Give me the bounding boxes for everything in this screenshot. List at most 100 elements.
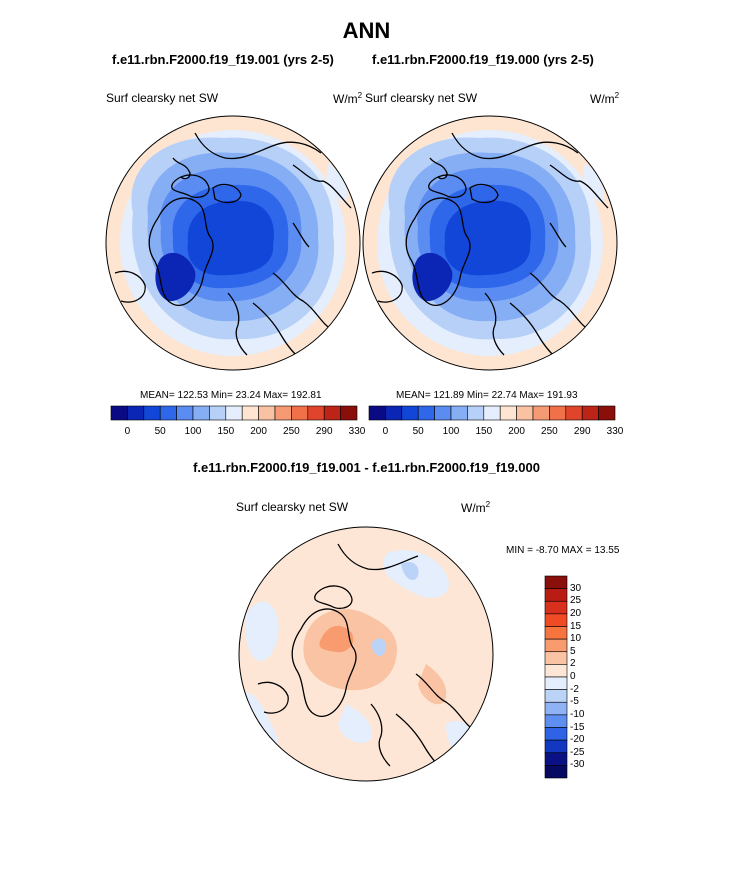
panel-2-colorbar-box	[483, 405, 501, 421]
panel-2-colorbar-box	[417, 405, 435, 421]
diff-colorbar-box	[544, 739, 568, 754]
panel-1-colorbar-tick-label: 330	[348, 426, 366, 437]
diff-coastlines	[257, 543, 477, 773]
panel-2-variable-label: Surf clearsky net SW	[365, 91, 478, 105]
panel-2-colorbar-box	[450, 405, 468, 421]
panel-2-colorbar	[368, 405, 616, 421]
diff-colorbar-tick-label: 30	[570, 582, 582, 594]
panel-2-units-text: W/m	[590, 92, 615, 106]
diff-colorbar-box	[544, 600, 568, 615]
panel-1-contour-field	[106, 116, 360, 370]
diff-colorbar-box	[544, 575, 568, 589]
diff-colorbar-box	[544, 626, 568, 640]
panel-1-units-exponent: 2	[357, 91, 363, 100]
panel-2-map-border	[362, 115, 618, 371]
panel-2-colorbar-box	[467, 405, 485, 421]
panel-2-stats: MEAN= 121.89 Min= 22.74 Max= 191.93	[396, 390, 578, 401]
panel-1-colorbar-box	[258, 405, 276, 421]
diff-colorbar	[544, 575, 568, 779]
panel-1-colorbar-box	[176, 405, 194, 421]
panel-1-colorbar-box	[307, 405, 325, 421]
panel-1-colorbar-box	[127, 405, 145, 421]
diff-colorbar-tick-label: 15	[570, 620, 582, 632]
diff-colorbar-tick-label: -2	[570, 683, 579, 695]
panel-2-contour-field	[363, 116, 617, 370]
panel-2-units: W/m2	[590, 91, 619, 106]
panel-2-map	[363, 116, 617, 370]
panel-1-case-title: f.e11.rbn.F2000.f19_f19.001 (yrs 2-5)	[112, 52, 334, 67]
panel-1-units: W/m2	[333, 91, 362, 106]
panel-2-colorbar-box	[368, 405, 386, 421]
diff-units-exponent: 2	[485, 500, 491, 509]
diff-colorbar-tick-label: -5	[570, 696, 579, 708]
diff-colorbar-tick-label: -25	[570, 746, 585, 758]
panel-2-colorbar-box	[499, 405, 517, 421]
panel-1-map-border	[105, 115, 361, 371]
panel-1-colorbar-box	[241, 405, 259, 421]
panel-1-colorbar	[110, 405, 358, 421]
diff-colorbar-box	[544, 752, 568, 766]
panel-1-colorbar-box	[192, 405, 210, 421]
panel-2-colorbar-tick-label: 50	[412, 426, 424, 437]
diff-colorbar-box	[544, 714, 568, 728]
panel-1-colorbar-tick-label: 250	[283, 426, 300, 437]
diff-colorbar-tick-label: 10	[570, 633, 582, 645]
diff-colorbar-tick-label: 20	[570, 607, 582, 619]
panel-1-colorbar-tick-label: 50	[154, 426, 166, 437]
diff-colorbar-box	[544, 588, 568, 602]
panel-1-colorbar-box	[159, 405, 177, 421]
panel-1-units-text: W/m	[333, 92, 358, 106]
panel-1-colorbar-tick-label: 100	[184, 426, 202, 437]
diff-map	[239, 527, 493, 781]
diff-colorbar-tick-label: 0	[570, 671, 576, 682]
panel-1-colorbar-box	[340, 405, 358, 421]
panel-2-colorbar-box	[581, 405, 599, 421]
panel-1-colorbar-box	[323, 405, 341, 421]
panel-2-colorbar-box	[565, 405, 583, 421]
panel-2-case-title: f.e11.rbn.F2000.f19_f19.000 (yrs 2-5)	[372, 52, 594, 67]
panel-1-colorbar-box	[291, 405, 309, 421]
page-title: ANN	[342, 18, 391, 43]
diff-colorbar-box	[544, 651, 568, 665]
panel-1-colorbar-box	[274, 405, 292, 421]
panel-2-colorbar-box	[385, 405, 403, 421]
panel-2-colorbar-tick-label: 250	[541, 426, 558, 437]
panel-2-colorbar-tick-label: 330	[606, 426, 624, 437]
diff-colorbar-box	[544, 701, 568, 716]
diff-minmax: MIN = -8.70 MAX = 13.55	[506, 545, 620, 556]
panel-1-colorbar-box	[225, 405, 243, 421]
panel-2-colorbar-box	[549, 405, 567, 421]
diff-title: f.e11.rbn.F2000.f19_f19.001 - f.e11.rbn.…	[193, 460, 540, 475]
diff-colorbar-tick-label: -15	[570, 721, 585, 733]
panel-2-colorbar-tick-label: 150	[475, 426, 493, 437]
diff-units-text: W/m	[461, 501, 486, 515]
panel-2-colorbar-box	[516, 405, 534, 421]
diff-colorbar-tick-label: -20	[570, 734, 585, 746]
diff-colorbar-tick-label: 25	[570, 595, 582, 607]
panel-1-colorbar-box	[209, 405, 227, 421]
diff-colorbar-box	[544, 676, 568, 690]
diff-colorbar-tick-label: -10	[570, 708, 585, 720]
diff-units: W/m2	[461, 500, 490, 515]
panel-1-colorbar-box	[143, 405, 161, 421]
diff-map-border	[238, 526, 494, 782]
panel-2-colorbar-box	[401, 405, 419, 421]
diff-colorbar-tick-label: -30	[570, 759, 585, 771]
panel-1-colorbar-box	[110, 405, 128, 421]
panel-2-colorbar-tick-label: 290	[573, 426, 591, 437]
panel-1-colorbar-tick-label: 200	[250, 426, 267, 437]
panel-2-colorbar-box	[434, 405, 452, 421]
diff-colorbar-tick-label: 2	[570, 658, 576, 670]
diff-colorbar-box	[544, 638, 568, 653]
panel-1-colorbar-tick-label: 150	[217, 426, 235, 437]
panel-2-colorbar-box	[598, 405, 616, 421]
panel-1-colorbar-tick-label: 290	[315, 426, 333, 437]
panel-1-variable-label: Surf clearsky net SW	[106, 91, 219, 105]
diff-colorbar-box	[544, 689, 568, 703]
panel-1-stats: MEAN= 122.53 Min= 23.24 Max= 192.81	[140, 390, 322, 401]
diff-colorbar-box	[544, 727, 568, 741]
diff-colorbar-tick-label: 5	[570, 645, 576, 657]
panel-2-colorbar-tick-label: 100	[442, 426, 460, 437]
diff-colorbar-box	[544, 613, 568, 627]
